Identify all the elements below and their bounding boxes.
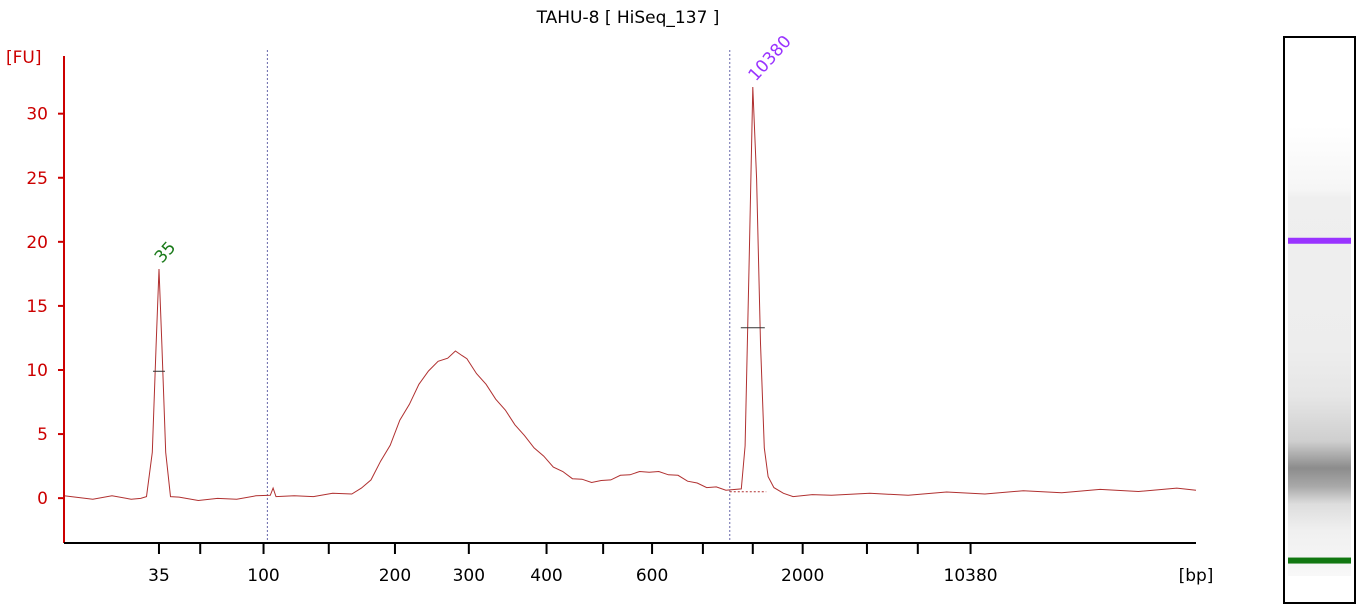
traces xyxy=(63,86,1197,502)
x-tick-label-8: 600 xyxy=(636,566,668,586)
x-tick-label-11: 2000 xyxy=(781,566,824,586)
y-axis-ticks: 0 5 10 15 20 25 30 xyxy=(26,105,64,509)
x-tick-label-0: 35 xyxy=(148,566,170,586)
gel-lane xyxy=(1283,36,1356,604)
x-axis-ticks: 35 100 200 300 400 600 2000 10380 xyxy=(148,543,998,586)
x-tick-label-2: 100 xyxy=(247,566,279,586)
peak-label-0: 35 xyxy=(151,238,180,267)
x-tick-label-4: 200 xyxy=(379,566,411,586)
gel-band-lower-marker xyxy=(1288,557,1351,564)
y-tick-label-30: 30 xyxy=(26,105,48,125)
x-tick-label-6: 400 xyxy=(530,566,562,586)
gel-band-upper-marker xyxy=(1288,237,1351,244)
gel-lane-background xyxy=(1288,126,1351,576)
x-tick-label-14: 10380 xyxy=(944,566,998,586)
x-axis-label: [bp] xyxy=(1179,566,1214,586)
chart-title: TAHU-8 [ HiSeq_137 ] xyxy=(536,8,720,28)
y-tick-label-25: 25 xyxy=(26,169,48,189)
y-axis-label: [FU] xyxy=(6,48,42,68)
x-tick-label-5: 300 xyxy=(453,566,485,586)
y-tick-label-5: 5 xyxy=(37,425,48,445)
peak-annotations: 35 10380 xyxy=(151,32,796,372)
y-tick-label-20: 20 xyxy=(26,233,48,253)
trace-0 xyxy=(63,86,1197,502)
peak-label-1: 10380 xyxy=(745,32,796,86)
y-tick-label-15: 15 xyxy=(26,297,48,317)
y-tick-label-10: 10 xyxy=(26,361,48,381)
markers xyxy=(266,50,731,543)
y-tick-label-0: 0 xyxy=(37,489,48,509)
